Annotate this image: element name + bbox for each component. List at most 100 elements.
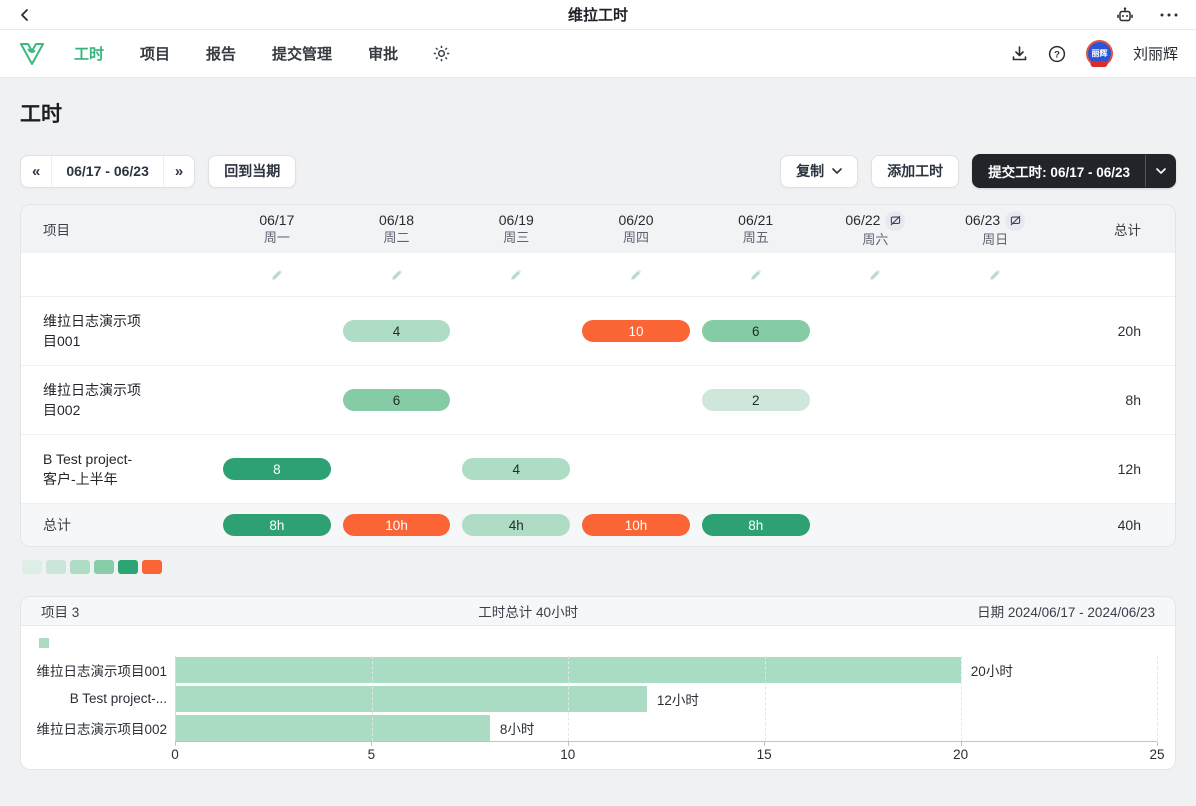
chart-gridline: [960, 656, 962, 741]
chart-tick-label: 15: [756, 747, 772, 762]
edit-day-06/19[interactable]: [456, 268, 576, 282]
chart-project-count: 项目 3: [41, 605, 80, 620]
summary-hours-pill[interactable]: 8h: [223, 514, 331, 536]
chart-tick-mark: [1157, 742, 1158, 746]
summary-hours-pill[interactable]: 10h: [342, 514, 451, 536]
legend-swatch: [94, 560, 114, 574]
column-header-project: 项目: [43, 223, 70, 238]
column-header-06/19: 06/19 周三: [456, 212, 576, 246]
copy-button[interactable]: 复制: [780, 154, 859, 188]
column-header-total: 总计: [1114, 223, 1141, 238]
legend-swatch: [142, 560, 162, 574]
chart-gridline: [372, 656, 374, 741]
project-name: 维拉日志演示项 目001: [43, 313, 141, 349]
nav-tab-项目[interactable]: 项目: [140, 46, 171, 63]
day-weekday: 周一: [263, 230, 290, 245]
date-range-label[interactable]: 06/17 - 06/23: [51, 155, 164, 187]
gear-icon[interactable]: [432, 44, 451, 63]
day-cell: 6: [337, 389, 457, 411]
legend-swatch: [70, 560, 90, 574]
summary-hours-pill[interactable]: 8h: [701, 514, 810, 536]
table-header-row: 项目 06/17 周一 06/18 周二 06/19 周三 06/20 周四 06/21 周五 06…: [21, 205, 1175, 253]
column-header-06/21: 06/21 周五: [696, 212, 816, 246]
chart-tick-label: 20: [953, 747, 969, 762]
nav-tab-提交管理[interactable]: 提交管理: [272, 46, 333, 63]
week-navigator: « 06/17 - 06/23 »: [20, 154, 196, 188]
day-weekday: 周五: [742, 230, 769, 245]
row-total: 12h: [1117, 461, 1141, 477]
summary-total: 40h: [1117, 517, 1141, 533]
page-title: 工时: [20, 103, 62, 126]
day-weekday: 周二: [383, 230, 410, 245]
edit-day-06/18[interactable]: [337, 268, 457, 282]
help-icon[interactable]: ?: [1048, 45, 1066, 63]
chart-y-labels: 维拉日志演示项目001 B Test project-... 维拉日志演示项目002: [36, 656, 175, 763]
row-total: 8h: [1125, 392, 1141, 408]
chart-bar-value: 12小时: [656, 692, 699, 708]
chart-tick-label: 25: [1149, 747, 1165, 762]
next-week-button[interactable]: »: [174, 162, 184, 180]
day-weekday: 周四: [622, 230, 649, 245]
pencil-icon: [509, 268, 523, 282]
back-icon[interactable]: [18, 8, 32, 22]
hours-pill[interactable]: 8: [223, 458, 331, 480]
chart-bar-row: 12小时: [176, 685, 1157, 712]
submit-dropdown-button[interactable]: [1145, 155, 1175, 187]
table-row: 维拉日志演示项 目001 4 10 6 20h: [21, 297, 1175, 366]
column-header-06/23: 06/23 周日: [935, 210, 1055, 248]
edit-day-06/22[interactable]: [816, 268, 936, 282]
add-hours-button[interactable]: 添加工时: [871, 154, 960, 188]
column-header-06/18: 06/18 周二: [337, 212, 457, 246]
chart-plot-area: 20小时 12小时 8小时: [175, 656, 1158, 741]
prev-week-button[interactable]: «: [32, 162, 41, 180]
pencil-icon: [390, 268, 404, 282]
chart-panel: 项目 3 工时总计 40小时 日期 2024/06/17 - 2024/06/2…: [20, 596, 1176, 770]
edit-day-06/21[interactable]: [696, 268, 816, 282]
day-cell: 8: [217, 458, 337, 480]
nav-tab-审批[interactable]: 审批: [368, 46, 399, 63]
chart-total-hours: 工时总计 40小时: [478, 605, 579, 620]
submit-hours-button[interactable]: 提交工时: 06/17 - 06/23: [988, 165, 1130, 180]
edit-day-06/20[interactable]: [576, 268, 696, 282]
window-title: 维拉工时: [567, 7, 628, 24]
chart-bar-value: 20小时: [970, 663, 1013, 679]
day-weekday: 周六: [862, 231, 889, 247]
chart-bar-row: 8小时: [176, 714, 1157, 741]
chart-category-label: B Test project-...: [69, 691, 167, 706]
hours-pill[interactable]: 4: [462, 458, 571, 480]
more-options-icon[interactable]: [1160, 13, 1178, 17]
chart-tick-mark: [764, 742, 766, 746]
chart-category-label: 维拉日志演示项目002: [36, 721, 167, 737]
nav-tab-报告[interactable]: 报告: [206, 46, 237, 63]
chart-date-range: 日期 2024/06/17 - 2024/06/23: [977, 605, 1155, 620]
legend-swatch: [46, 560, 66, 574]
nav-tab-工时[interactable]: 工时: [74, 46, 105, 63]
summary-hours-pill[interactable]: 4h: [462, 514, 571, 536]
summary-hours-pill[interactable]: 10h: [582, 514, 690, 536]
pencil-icon: [868, 268, 882, 282]
day-cell: 4: [337, 320, 457, 342]
user-name: 刘丽辉: [1132, 46, 1178, 63]
back-to-current-button[interactable]: 回到当期: [208, 154, 297, 188]
chart-tick-mark: [371, 742, 373, 746]
hours-pill[interactable]: 10: [582, 320, 690, 342]
edit-day-06/23[interactable]: [935, 268, 1055, 282]
hours-pill[interactable]: 4: [342, 320, 451, 342]
day-cell: 4: [456, 458, 576, 480]
summary-label: 总计: [43, 517, 71, 533]
hours-pill[interactable]: 2: [701, 389, 810, 411]
app-logo-icon[interactable]: [18, 41, 46, 67]
day-weekday: 周日: [982, 231, 1009, 247]
day-cell: 10: [576, 320, 696, 342]
chart-gridline: [568, 656, 570, 741]
pencil-icon: [749, 268, 763, 282]
hours-pill[interactable]: 6: [342, 389, 451, 411]
robot-assistant-icon[interactable]: [1116, 6, 1134, 23]
edit-day-06/17[interactable]: [217, 268, 337, 282]
user-avatar[interactable]: 丽辉: [1085, 40, 1113, 67]
svg-text:?: ?: [1054, 49, 1060, 60]
summary-day-cell: 10h: [337, 514, 457, 536]
day-weekday: 周三: [503, 230, 530, 245]
download-icon[interactable]: [1011, 45, 1028, 62]
hours-pill[interactable]: 6: [701, 320, 810, 342]
